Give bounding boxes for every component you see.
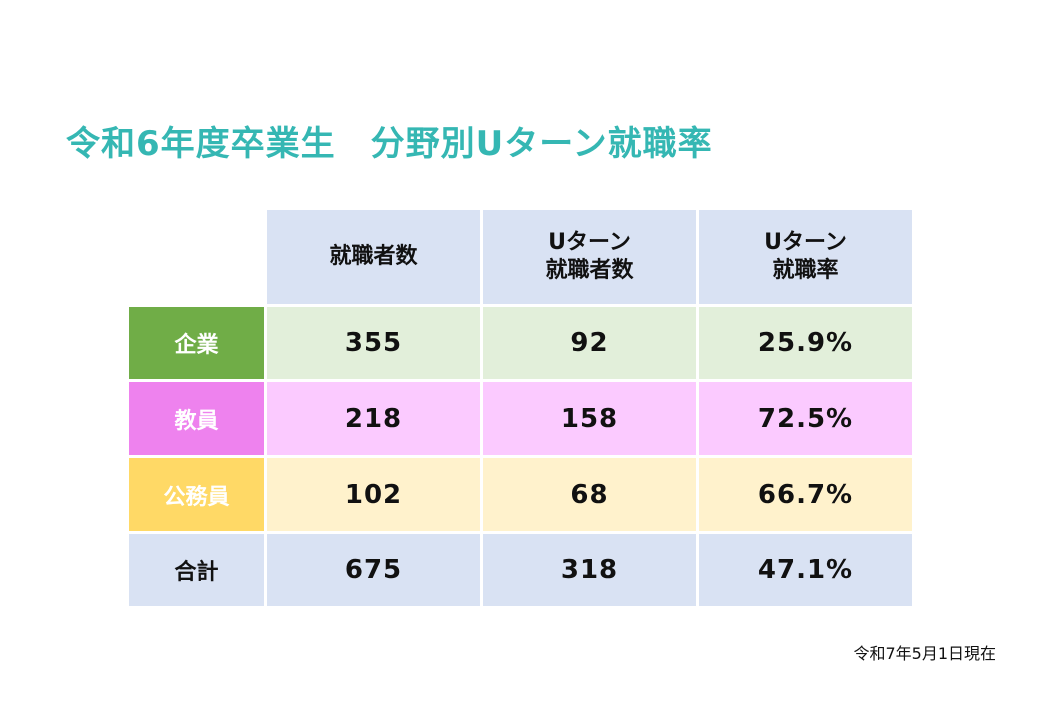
civil-servants-uturn-employed: 68 xyxy=(483,458,696,531)
uturn-employment-table: 就職者数 Uターン 就職者数 Uターン 就職率 企業 355 92 25.9% … xyxy=(129,210,912,606)
header-uturn-rate: Uターン 就職率 xyxy=(699,210,912,304)
header-uturn-employed-line2: 就職者数 xyxy=(545,258,634,283)
row-label-companies: 企業 xyxy=(129,307,264,379)
companies-uturn-employed: 92 xyxy=(483,307,696,379)
header-uturn-employed: Uターン 就職者数 xyxy=(483,210,696,304)
header-employed: 就職者数 xyxy=(267,210,480,304)
row-label-total: 合計 xyxy=(129,534,264,606)
header-uturn-employed-line1: Uターン xyxy=(548,230,631,255)
table-corner-cell xyxy=(129,210,264,304)
total-uturn-employed: 318 xyxy=(483,534,696,606)
row-label-teachers: 教員 xyxy=(129,382,264,455)
companies-uturn-rate: 25.9% xyxy=(699,307,912,379)
teachers-employed: 218 xyxy=(267,382,480,455)
total-uturn-rate: 47.1% xyxy=(699,534,912,606)
header-uturn-rate-line1: Uターン xyxy=(764,230,847,255)
header-employed-line1: 就職者数 xyxy=(329,244,418,269)
total-employed: 675 xyxy=(267,534,480,606)
companies-employed: 355 xyxy=(267,307,480,379)
as-of-date-note: 令和7年5月1日現在 xyxy=(853,644,996,663)
civil-servants-employed: 102 xyxy=(267,458,480,531)
teachers-uturn-employed: 158 xyxy=(483,382,696,455)
row-label-civil-servants: 公務員 xyxy=(129,458,264,531)
page-title: 令和6年度卒業生 分野別Uターン就職率 xyxy=(66,124,713,164)
civil-servants-uturn-rate: 66.7% xyxy=(699,458,912,531)
header-uturn-rate-line2: 就職率 xyxy=(772,258,839,283)
teachers-uturn-rate: 72.5% xyxy=(699,382,912,455)
